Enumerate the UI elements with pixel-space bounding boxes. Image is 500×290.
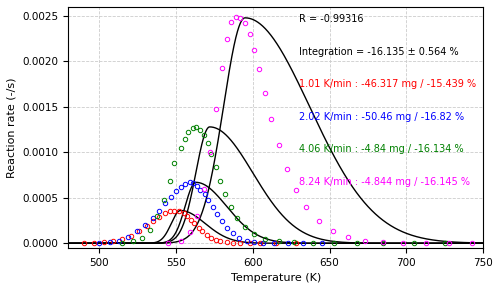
- Text: 8.24 K/min : -4.844 mg / -16.145 %: 8.24 K/min : -4.844 mg / -16.145 %: [298, 177, 470, 187]
- Text: 2.02 K/min : -50.46 mg / -16.82 %: 2.02 K/min : -50.46 mg / -16.82 %: [298, 112, 464, 122]
- Y-axis label: Reaction rate (-/s): Reaction rate (-/s): [7, 77, 17, 177]
- Text: R = -0.99316: R = -0.99316: [298, 14, 363, 24]
- Text: Integration = -16.135 ± 0.564 %: Integration = -16.135 ± 0.564 %: [298, 47, 458, 57]
- Text: 1.01 K/min : -46.317 mg / -15.439 %: 1.01 K/min : -46.317 mg / -15.439 %: [298, 79, 476, 89]
- Text: 4.06 K/min : -4.84 mg / -16.134 %: 4.06 K/min : -4.84 mg / -16.134 %: [298, 144, 463, 154]
- X-axis label: Temperature (K): Temperature (K): [230, 273, 321, 283]
